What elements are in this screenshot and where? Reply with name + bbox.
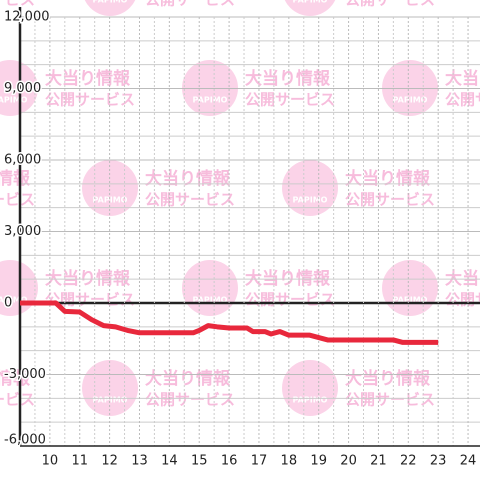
watermark-title: 大当り情報 (445, 68, 480, 89)
x-tick-label: 19 (310, 454, 327, 469)
watermark-logo-text: PAPIMO (193, 96, 228, 105)
watermark-logo-text: PAPIMO (93, 396, 128, 405)
watermark-subtitle: 公開サービス (0, 191, 35, 209)
watermark-title: 大当り情報 (145, 168, 231, 189)
x-tick-label: 18 (281, 454, 298, 469)
watermark-logo-text: PAPIMO (293, 0, 328, 5)
y-tick-label: 9,000 (4, 81, 41, 96)
x-tick-label: 22 (400, 454, 417, 469)
x-tick-label: 20 (340, 454, 357, 469)
x-tick-label: 16 (221, 454, 238, 469)
watermark-title: 大当り情報 (0, 168, 31, 189)
watermark-logo-text: PAPIMO (393, 96, 428, 105)
x-tick-label: 13 (131, 454, 148, 469)
watermark-title: 大当り情報 (345, 168, 431, 189)
watermark-logo (84, 0, 136, 16)
watermark-subtitle: 公開サービス (345, 191, 435, 209)
watermark-subtitle: 公開サービス (145, 391, 235, 409)
watermark-logo-text: PAPIMO (293, 396, 328, 405)
watermark-logo (282, 360, 338, 416)
watermark-logo-text: PAPIMO (0, 96, 28, 105)
y-tick-label: -3,000 (4, 367, 46, 382)
x-tick-label: 17 (251, 454, 268, 469)
x-tick-label: 23 (430, 454, 447, 469)
watermark-logo-text: PAPIMO (393, 296, 428, 305)
watermark-subtitle: 公開サービス (345, 0, 435, 9)
y-tick-label: -6,000 (4, 433, 46, 448)
watermark-subtitle: 公開サービス (445, 91, 480, 109)
watermark-subtitle: 公開サービス (145, 191, 235, 209)
x-tick-label: 12 (101, 454, 118, 469)
watermark-logo (282, 160, 338, 216)
watermark-subtitle: 公開サービス (445, 291, 480, 309)
watermark-subtitle: 公開サービス (345, 391, 435, 409)
watermark-title: 大当り情報 (245, 68, 331, 89)
watermark-logo (82, 360, 138, 416)
watermark-logo-text: PAPIMO (193, 296, 228, 305)
y-tick-label: 12,000 (4, 10, 50, 25)
watermark-subtitle: 公開サービス (245, 91, 335, 109)
x-tick-label: 14 (161, 454, 178, 469)
watermark-logo (182, 260, 238, 316)
watermark-title: 大当り情報 (0, 368, 31, 389)
watermark-title: 大当り情報 (45, 268, 131, 289)
watermark-logo (284, 0, 336, 16)
watermark-logo-text: PAPIMO (0, 296, 28, 305)
x-tick-label: 24 (460, 454, 477, 469)
x-tick-label: 11 (71, 454, 88, 469)
y-tick-label: 3,000 (4, 224, 41, 239)
y-tick-label: 6,000 (4, 153, 41, 168)
x-tick-label: 10 (42, 454, 59, 469)
watermark-logo-text: PAPIMO (293, 196, 328, 205)
watermark-title: 大当り情報 (345, 368, 431, 389)
watermark-logo-text: PAPIMO (93, 196, 128, 205)
watermark-logo (82, 160, 138, 216)
watermark-title: 大当り情報 (45, 68, 131, 89)
watermark-title: 大当り情報 (145, 368, 231, 389)
line (20, 300, 439, 345)
watermark-subtitle: 公開サービス (0, 391, 35, 409)
watermark-subtitle: 公開サービス (145, 0, 235, 9)
watermark-title: 大当り情報 (245, 268, 331, 289)
y-tick-label: 0 (4, 296, 12, 311)
watermark-logo-text: PAPIMO (93, 0, 128, 5)
watermark-subtitle: 公開サービス (0, 0, 35, 9)
watermark-title: 大当り情報 (445, 268, 480, 289)
watermark-logo (382, 260, 438, 316)
watermark-subtitle: 公開サービス (45, 91, 135, 109)
x-tick-label: 15 (191, 454, 208, 469)
x-tick-label: 21 (370, 454, 387, 469)
